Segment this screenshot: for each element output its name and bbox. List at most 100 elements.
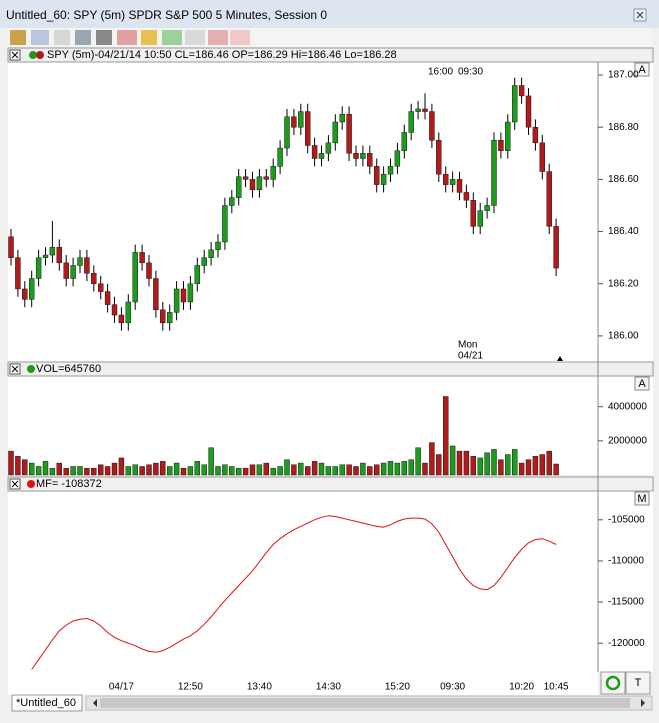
volume-bar [84,467,90,476]
volume-bar [270,467,276,476]
tool-icon[interactable] [162,30,182,45]
candle-body [153,278,159,311]
candle-body [146,262,152,279]
tool-icon[interactable] [117,30,137,45]
tool-icon[interactable] [141,30,157,45]
volume-bar [146,464,152,476]
tool-icon[interactable] [31,30,49,45]
volume-bar [367,466,373,476]
window-title: Untitled_60: SPY (5m) SPDR S&P 500 5 Min… [6,8,327,22]
price-header: SPY (5m)-04/21/14 10:50 CL=186.46 OP=186… [47,49,397,61]
volume-bar [318,462,325,476]
candle-body [339,113,345,123]
volume-bar [277,466,283,476]
candle-body [456,179,463,193]
price-plot [8,62,598,362]
volume-bar [63,467,69,476]
tool-icon[interactable] [230,30,250,45]
tool-icon[interactable] [75,30,91,45]
candle-body [401,132,407,151]
x-tick-label: 13:40 [247,682,272,693]
volume-bar [305,466,311,476]
candle-body [422,108,428,112]
volume-bar [77,466,83,476]
mf-line [31,515,557,670]
tab[interactable] [11,694,83,712]
x-tick-label: 04/17 [109,682,134,693]
tool-icon[interactable] [185,30,205,45]
volume-bar [56,462,62,476]
candle-body [118,314,125,324]
candle-body [63,262,69,279]
close-button[interactable] [633,8,647,22]
volume-bar [263,462,269,476]
volume-bar [443,396,449,476]
candle-body [387,166,394,175]
candle-body [263,176,269,180]
annotation: 16:00 [428,67,453,78]
t-button-label[interactable]: T [635,677,642,689]
candle-body [429,111,435,141]
scale-button[interactable]: A [634,376,650,391]
scale-button-label[interactable]: A [638,378,646,390]
volume-bar [449,445,456,476]
candle-body [353,153,359,159]
volume-bar [97,464,104,476]
candle-body [42,254,49,258]
volume-bar [498,459,504,476]
toolbar [8,28,652,47]
candle-body [498,140,504,151]
candle-body [443,173,449,185]
volume-bar [242,467,249,476]
volume-header: VOL=645760 [36,363,101,375]
scroll-thumb[interactable] [100,698,630,708]
scale-button[interactable]: M [634,491,650,506]
volume-plot [8,376,598,475]
candle-body [111,304,118,316]
volume-bar [463,450,470,476]
y-tick-label: -105000 [608,514,645,525]
volume-bar [346,464,352,476]
volume-bar [512,449,518,476]
y-tick-label: 186.20 [608,278,639,289]
candle-body [539,142,545,172]
candle-body [166,312,173,324]
volume-bar [29,462,35,476]
volume-bar [401,461,407,476]
volume-bar [153,462,159,476]
tool-icon[interactable] [96,30,112,45]
x-tick-label: 12:50 [178,682,203,693]
tool-icon[interactable] [208,30,228,45]
scale-button-label[interactable]: M [637,493,646,505]
volume-bar [339,464,345,476]
candle-body [332,121,338,144]
candle-body [380,173,387,185]
volume-bar [201,464,207,476]
candle-body [242,176,249,180]
volume-bar [532,456,539,476]
candle-body [463,192,470,201]
candle-body [518,85,525,97]
time-axis [8,672,598,695]
volume-bar [553,463,559,476]
tool-icon[interactable] [10,30,26,45]
y-tick-label: 186.80 [608,122,639,133]
volume-bar [422,462,428,476]
annotation: 09:30 [458,67,483,78]
candle-body [491,140,497,206]
scale-button-label[interactable]: A [638,64,646,76]
scale-button[interactable]: A [634,62,650,77]
tab-label[interactable]: *Untitled_60 [16,697,76,709]
t-button[interactable]: T [625,671,651,695]
x-tick-label: 10:45 [544,682,569,693]
candle-body [408,111,414,133]
tool-icon[interactable] [54,30,70,45]
candle-body [311,145,318,159]
y-tick-label: 2000000 [608,436,647,447]
candle-body [132,252,138,303]
volume-bar [222,464,228,476]
refresh-button[interactable] [600,671,626,695]
candle-body [318,153,325,159]
candle-body [367,153,373,167]
